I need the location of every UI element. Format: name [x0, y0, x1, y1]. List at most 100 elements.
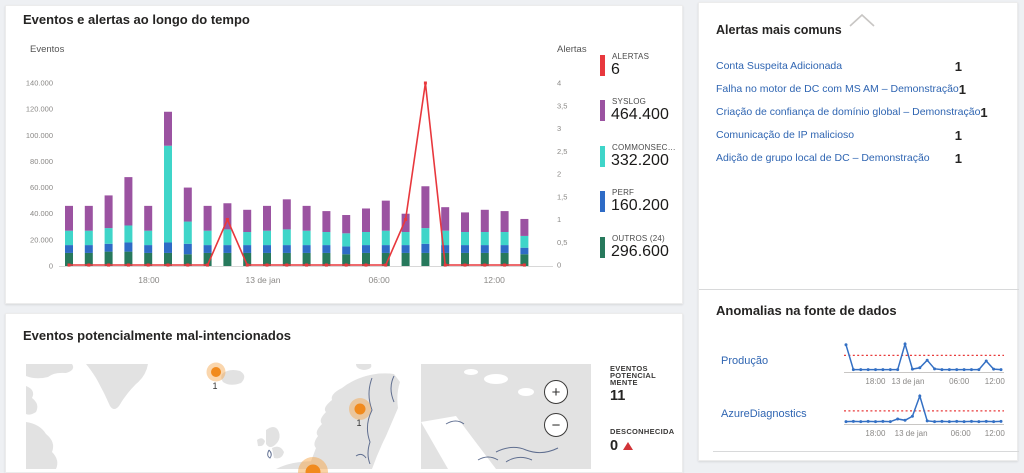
- alerts-line-point[interactable]: [87, 264, 90, 267]
- stacked-bar-segment[interactable]: [322, 245, 330, 253]
- alerts-line-point[interactable]: [285, 264, 288, 267]
- spark-point[interactable]: [1000, 420, 1003, 423]
- stacked-bar-segment[interactable]: [243, 232, 251, 245]
- stacked-bar-segment[interactable]: [124, 242, 132, 251]
- stacked-bar-segment[interactable]: [402, 245, 410, 253]
- alerts-line-point[interactable]: [167, 264, 170, 267]
- spark-point[interactable]: [933, 420, 936, 423]
- stacked-bar-segment[interactable]: [481, 210, 489, 232]
- stacked-bar-segment[interactable]: [461, 232, 469, 245]
- alert-link[interactable]: Comunicação de IP malicioso: [716, 129, 854, 141]
- stacked-bar-segment[interactable]: [184, 188, 192, 222]
- stacked-bar-segment[interactable]: [105, 228, 113, 244]
- spark-point[interactable]: [896, 417, 899, 420]
- stacked-bar-segment[interactable]: [65, 206, 73, 231]
- stacked-bar-segment[interactable]: [223, 229, 231, 245]
- spark-point[interactable]: [948, 420, 951, 423]
- spark-point[interactable]: [911, 368, 914, 371]
- alerts-line-point[interactable]: [503, 264, 506, 267]
- stacked-bar-segment[interactable]: [362, 245, 370, 253]
- alert-list-item[interactable]: Adição de grupo local de DC – Demonstraç…: [716, 147, 962, 169]
- stacked-bar-segment[interactable]: [223, 245, 231, 253]
- alerts-line-point[interactable]: [325, 264, 328, 267]
- stacked-bar-segment[interactable]: [263, 231, 271, 245]
- legend-item-syslog[interactable]: SYSLOG 464.400: [600, 97, 684, 139]
- stacked-bar-segment[interactable]: [382, 201, 390, 231]
- alerts-line-point[interactable]: [424, 82, 427, 85]
- alert-list-item[interactable]: Conta Suspeita Adicionada 1: [716, 55, 962, 77]
- stacked-bar-segment[interactable]: [303, 206, 311, 231]
- spark-point[interactable]: [852, 420, 855, 423]
- spark-point[interactable]: [1000, 368, 1003, 371]
- alert-list-item[interactable]: Falha no motor de DC com MS AM – Demonst…: [716, 78, 962, 100]
- datasource-link-azurediagnostics[interactable]: AzureDiagnostics: [721, 408, 807, 420]
- spark-point[interactable]: [867, 368, 870, 371]
- map-zoom-out-button[interactable]: −: [544, 413, 568, 437]
- spark-point[interactable]: [955, 420, 958, 423]
- collapse-chevron-up-icon[interactable]: [848, 12, 876, 28]
- alerts-line-point[interactable]: [483, 264, 486, 267]
- spark-point[interactable]: [977, 420, 980, 423]
- spark-point[interactable]: [889, 368, 892, 371]
- alert-link[interactable]: Criação de confiança de domínio global –…: [716, 106, 980, 118]
- spark-point[interactable]: [874, 368, 877, 371]
- spark-point[interactable]: [985, 420, 988, 423]
- alert-link[interactable]: Falha no motor de DC com MS AM – Demonst…: [716, 83, 959, 95]
- stacked-bar-segment[interactable]: [303, 245, 311, 253]
- spark-point[interactable]: [904, 343, 907, 346]
- stacked-bar-segment[interactable]: [402, 253, 410, 266]
- legend-item-perf[interactable]: PERF 160.200: [600, 188, 684, 230]
- spark-point[interactable]: [926, 419, 929, 422]
- map-marker[interactable]: 1: [207, 363, 226, 392]
- spark-point[interactable]: [992, 368, 995, 371]
- stacked-bar-segment[interactable]: [501, 211, 509, 232]
- stacked-bar-segment[interactable]: [85, 245, 93, 253]
- alerts-line-point[interactable]: [404, 218, 407, 221]
- stacked-bar-segment[interactable]: [184, 222, 192, 244]
- stacked-bar-segment[interactable]: [481, 245, 489, 253]
- alerts-line-point[interactable]: [305, 264, 308, 267]
- stacked-bar-segment[interactable]: [342, 246, 350, 254]
- stacked-bar-segment[interactable]: [441, 207, 449, 231]
- alerts-line-point[interactable]: [226, 218, 229, 221]
- map-zoom-in-button[interactable]: +: [544, 380, 568, 404]
- alerts-line-point[interactable]: [206, 264, 209, 267]
- stacked-bar-segment[interactable]: [501, 232, 509, 245]
- spark-point[interactable]: [977, 368, 980, 371]
- stacked-bar-segment[interactable]: [283, 199, 291, 229]
- stacked-bar-segment[interactable]: [421, 228, 429, 244]
- stacked-bar-segment[interactable]: [65, 231, 73, 245]
- alerts-line-point[interactable]: [464, 264, 467, 267]
- spark-point[interactable]: [970, 368, 973, 371]
- legend-item-commonsec[interactable]: COMMONSEC… 332.200: [600, 143, 684, 185]
- stacked-bar-segment[interactable]: [501, 245, 509, 253]
- spark-point[interactable]: [940, 368, 943, 371]
- stacked-bar-segment[interactable]: [164, 112, 172, 146]
- alerts-line-point[interactable]: [345, 264, 348, 267]
- stacked-bar-segment[interactable]: [461, 212, 469, 232]
- stacked-bar-segment[interactable]: [204, 206, 212, 231]
- alerts-line-point[interactable]: [523, 264, 526, 267]
- spark-point[interactable]: [859, 420, 862, 423]
- spark-point[interactable]: [992, 420, 995, 423]
- stacked-bar-segment[interactable]: [85, 231, 93, 245]
- spark-point[interactable]: [970, 420, 973, 423]
- stacked-bar-segment[interactable]: [461, 245, 469, 253]
- alerts-line-point[interactable]: [107, 264, 110, 267]
- spark-point[interactable]: [948, 368, 951, 371]
- stacked-bar-segment[interactable]: [342, 233, 350, 246]
- spark-point[interactable]: [940, 420, 943, 423]
- alerts-line-point[interactable]: [444, 264, 447, 267]
- alerts-line-point[interactable]: [127, 264, 130, 267]
- alert-link[interactable]: Adição de grupo local de DC – Demonstraç…: [716, 152, 930, 164]
- spark-point[interactable]: [933, 367, 936, 370]
- stacked-bar-segment[interactable]: [342, 215, 350, 233]
- stacked-bar-segment[interactable]: [402, 232, 410, 245]
- stacked-bar-segment[interactable]: [322, 232, 330, 245]
- spark-point[interactable]: [859, 368, 862, 371]
- stacked-bar-segment[interactable]: [184, 244, 192, 254]
- alerts-line-point[interactable]: [365, 264, 368, 267]
- spark-point[interactable]: [881, 368, 884, 371]
- alert-link[interactable]: Conta Suspeita Adicionada: [716, 60, 842, 72]
- world-map[interactable]: 1 1: [26, 364, 591, 462]
